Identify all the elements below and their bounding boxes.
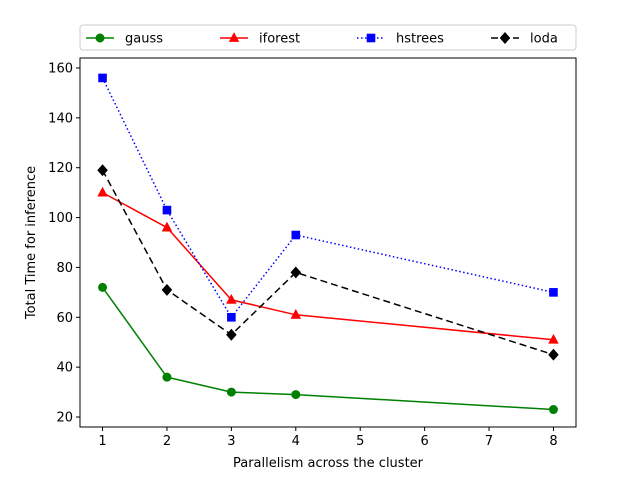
- series-gauss: [98, 282, 558, 415]
- data-point-loda: [290, 266, 302, 279]
- legend-entry-hstrees: hstrees: [357, 32, 444, 47]
- data-point-gauss: [548, 405, 558, 415]
- data-point-iforest: [161, 221, 173, 232]
- series-loda: [97, 164, 559, 361]
- legend-label: iforest: [259, 32, 300, 47]
- y-tick-label: 160: [48, 61, 73, 76]
- data-point-gauss: [162, 372, 172, 382]
- plot-frame: [79, 57, 577, 428]
- data-point-gauss: [291, 390, 301, 400]
- y-tick-label: 20: [56, 411, 73, 426]
- y-tick-label: 120: [48, 161, 73, 176]
- data-point-iforest: [97, 186, 108, 197]
- legend-label: hstrees: [396, 32, 444, 47]
- legend-entry-iforest: iforest: [220, 32, 300, 47]
- data-point-iforest: [226, 293, 237, 304]
- x-tick-label: 3: [227, 434, 235, 449]
- legend-label: gauss: [125, 32, 163, 47]
- x-tick-label: 6: [420, 434, 428, 449]
- data-point-iforest: [290, 308, 302, 319]
- x-tick-label: 2: [163, 434, 171, 449]
- data-point-hstrees: [227, 312, 236, 322]
- plot-area: [80, 58, 576, 427]
- series-iforest: [97, 186, 559, 344]
- series-layer: [97, 73, 559, 415]
- data-point-loda: [548, 348, 559, 361]
- y-tick-label: 80: [56, 261, 73, 276]
- y-tick-label: 140: [48, 111, 73, 126]
- axis-ticks: 1 2 3 4 5 6 7 8 20 40 60 80 100 120 140 160: [48, 61, 557, 449]
- legend-entry-loda: loda: [491, 32, 558, 47]
- x-tick-label: 1: [98, 434, 106, 449]
- legend-frame: [79, 24, 577, 51]
- y-tick-label: 40: [56, 361, 73, 376]
- legend: gauss iforest hstrees loda: [79, 24, 577, 51]
- data-point-hstrees: [291, 230, 301, 240]
- data-point-gauss: [226, 387, 236, 397]
- x-tick-label: 8: [549, 434, 557, 449]
- legend-entry-gauss: gauss: [86, 32, 163, 47]
- series-hstrees: [98, 73, 558, 322]
- y-axis-title: Total Time for inference: [24, 166, 39, 320]
- data-point-hstrees: [98, 73, 107, 83]
- legend-marker-iforest: [228, 32, 240, 42]
- legend-marker-loda: [499, 32, 511, 44]
- x-tick-label: 5: [356, 434, 364, 449]
- y-tick-label: 60: [56, 311, 73, 326]
- data-point-loda: [161, 283, 173, 296]
- x-tick-label: 7: [485, 434, 493, 449]
- data-point-gauss: [98, 282, 108, 292]
- x-axis-title: Parallelism across the cluster: [233, 456, 424, 471]
- y-tick-label: 100: [48, 211, 73, 226]
- data-point-hstrees: [162, 205, 172, 215]
- legend-marker-hstrees: [366, 33, 376, 43]
- legend-label: loda: [530, 32, 558, 47]
- data-point-loda: [226, 328, 237, 341]
- legend-marker-gauss: [95, 33, 105, 43]
- data-point-iforest: [548, 333, 559, 344]
- x-tick-label: 4: [292, 434, 300, 449]
- data-point-hstrees: [549, 288, 558, 297]
- data-point-loda: [97, 164, 108, 177]
